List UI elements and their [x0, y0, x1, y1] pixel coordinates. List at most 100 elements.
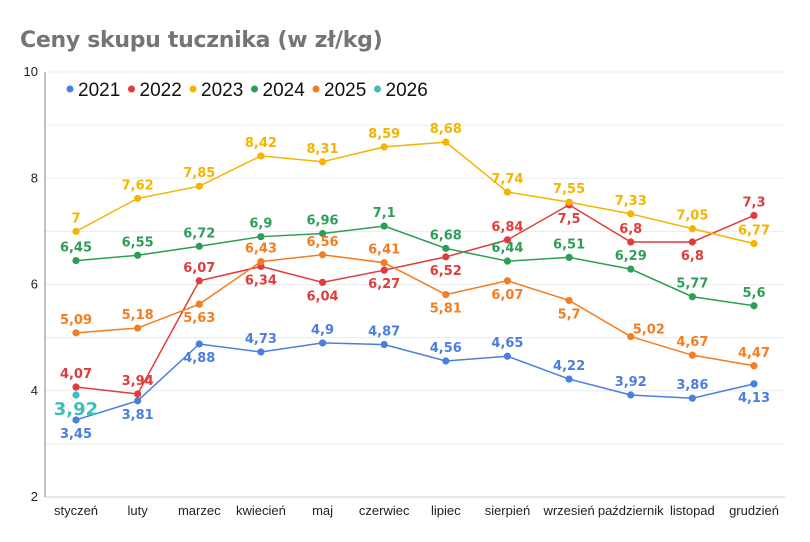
data-point[interactable] [750, 211, 758, 220]
x-tick-label: kwiecień [236, 503, 286, 518]
y-tick-label: 4 [31, 383, 38, 398]
data-label: 6,04 [307, 289, 339, 304]
data-label: 8,68 [430, 122, 462, 137]
data-point[interactable] [72, 416, 80, 424]
data-point[interactable] [72, 383, 80, 391]
data-point[interactable] [195, 340, 203, 348]
data-label: 6,72 [183, 226, 215, 241]
data-point[interactable] [72, 391, 80, 399]
data-point[interactable] [195, 300, 203, 308]
data-point[interactable] [565, 296, 573, 305]
data-point[interactable] [627, 391, 635, 399]
data-point[interactable] [503, 277, 512, 285]
data-point[interactable] [565, 375, 573, 383]
data-label: 6,45 [60, 241, 92, 256]
series-line [75, 225, 755, 307]
data-label: 5,7 [558, 307, 581, 322]
data-point[interactable] [257, 152, 265, 160]
data-point[interactable] [688, 225, 696, 233]
data-point[interactable] [503, 352, 512, 360]
legend-item-2025[interactable]: 2025 [312, 80, 367, 101]
data-point[interactable] [750, 239, 758, 248]
data-point[interactable] [565, 198, 573, 206]
gridlines [45, 71, 785, 498]
legend-dot-icon [374, 85, 381, 93]
x-tick-label: sierpień [485, 503, 531, 518]
series-2022: 4,07 3,946,076,346,046,276,526,847,56,86,… [60, 195, 766, 398]
data-label: 4,56 [430, 341, 462, 356]
data-label: 6,77 [738, 224, 770, 239]
data-point[interactable] [688, 238, 696, 246]
legend-item-2024[interactable]: 2024 [251, 80, 305, 101]
data-point[interactable] [442, 290, 450, 299]
data-point[interactable] [627, 332, 635, 341]
data-label: 3,81 [122, 408, 154, 423]
data-point[interactable] [442, 357, 450, 365]
x-axis: styczeń luty marzec kwiecień maj czerwiec lipi… [54, 503, 779, 518]
data-point[interactable] [380, 222, 388, 230]
series-group: 3,45 3,81 4,88 4,73 4,9 4,87 4,56 4,65 4,22 3,92 3… [54, 122, 770, 442]
data-point[interactable] [442, 244, 450, 252]
data-label: 7,05 [676, 209, 708, 224]
data-point[interactable] [503, 236, 512, 244]
data-point[interactable] [442, 138, 450, 146]
data-point[interactable] [750, 302, 758, 310]
data-point[interactable] [72, 227, 80, 235]
data-point[interactable] [257, 233, 265, 241]
data-point[interactable] [688, 351, 696, 359]
series-2021: 3,45 3,81 4,88 4,73 4,9 4,87 4,56 4,65 4,22 3,92 3… [60, 323, 770, 442]
data-label: 6,55 [122, 235, 154, 250]
data-point[interactable] [318, 158, 327, 166]
data-point[interactable] [134, 251, 142, 259]
data-point[interactable] [750, 362, 758, 370]
data-point[interactable] [380, 143, 388, 151]
data-point[interactable] [565, 253, 573, 262]
x-tick-label: czerwiec [359, 503, 410, 518]
data-point[interactable] [627, 238, 635, 246]
data-label: 4,22 [553, 359, 585, 374]
data-label: 6,56 [307, 235, 339, 250]
x-tick-label: luty [128, 503, 149, 518]
data-label: 7,55 [553, 182, 585, 197]
data-point[interactable] [195, 182, 203, 190]
data-label: 4,9 [311, 323, 334, 338]
data-point[interactable] [380, 259, 388, 267]
data-point[interactable] [134, 194, 142, 203]
data-point[interactable] [750, 380, 758, 388]
data-point[interactable] [72, 256, 80, 265]
data-point[interactable] [134, 390, 142, 398]
data-label: 3,45 [60, 427, 92, 442]
data-point[interactable] [257, 258, 265, 266]
data-point[interactable] [442, 253, 450, 261]
legend-item-2022[interactable]: 2022 [128, 80, 182, 101]
data-point[interactable] [503, 257, 512, 265]
legend-dot-icon [251, 85, 258, 93]
data-point[interactable] [318, 251, 327, 259]
data-point[interactable] [318, 278, 327, 286]
data-point[interactable] [503, 188, 512, 196]
data-point[interactable] [688, 293, 696, 301]
data-label: 5,81 [430, 302, 462, 317]
data-point[interactable] [627, 265, 635, 273]
data-point[interactable] [318, 339, 327, 347]
data-point[interactable] [134, 324, 142, 332]
data-label: 6,8 [681, 249, 704, 264]
data-point[interactable] [380, 340, 388, 349]
data-point[interactable] [688, 394, 696, 402]
data-point[interactable] [195, 277, 203, 285]
series-line [75, 253, 755, 367]
data-label: 3,86 [676, 378, 708, 393]
data-point[interactable] [627, 210, 635, 218]
y-axis: 2 4 6 8 10 [24, 64, 46, 504]
data-label: 5,18 [122, 308, 154, 323]
legend-item-2026[interactable]: 2026 [374, 80, 428, 101]
data-label: 3,92 [615, 375, 647, 390]
legend-item-2023[interactable]: 2023 [189, 80, 244, 101]
data-point[interactable] [257, 348, 265, 356]
data-point[interactable] [380, 266, 388, 274]
data-point[interactable] [318, 229, 327, 238]
data-point[interactable] [72, 329, 80, 337]
legend-item-2021[interactable]: 2021 [66, 80, 121, 101]
data-point[interactable] [134, 397, 142, 405]
data-point[interactable] [195, 242, 203, 250]
